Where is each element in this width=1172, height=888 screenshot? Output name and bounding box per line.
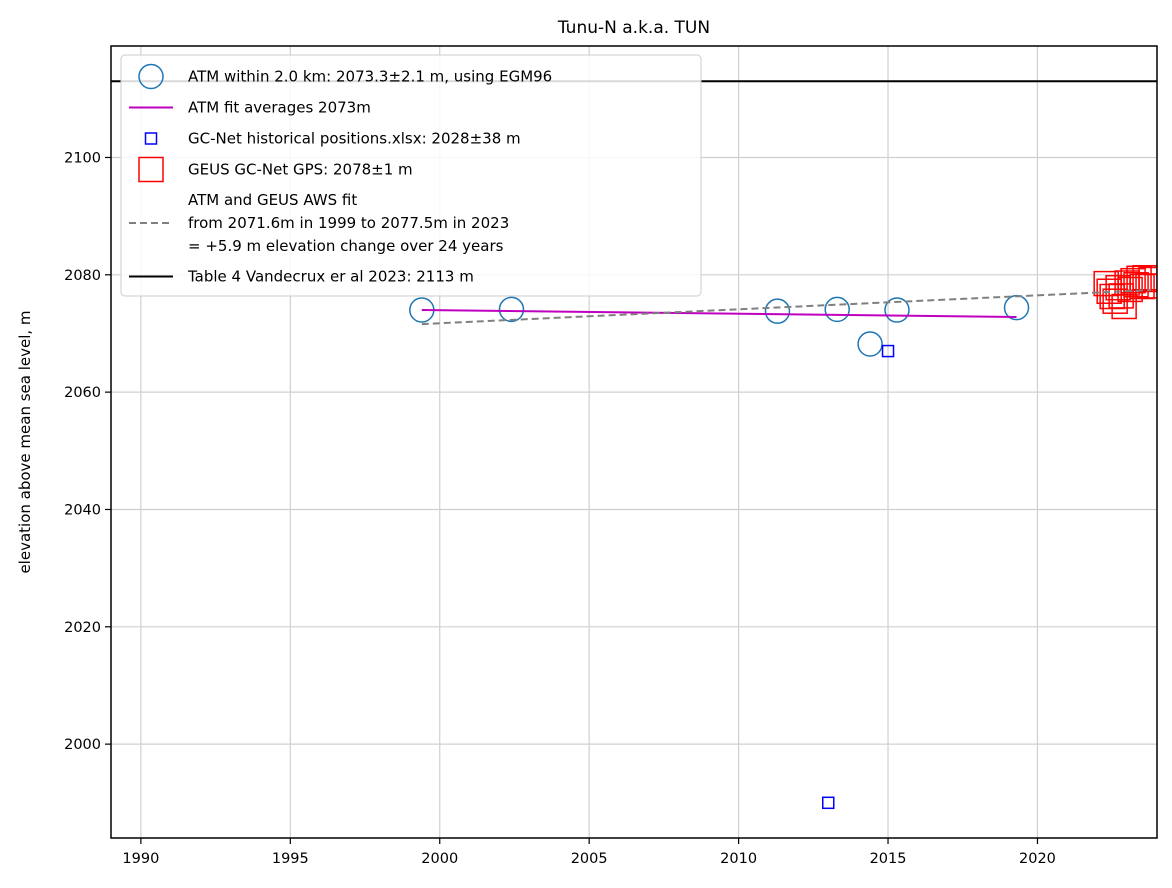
series-1 (421, 309, 1017, 319)
legend-label: GEUS GC-Net GPS: 2078±1 m (188, 161, 413, 179)
legend-swatch (138, 63, 164, 90)
y-tick-label: 2060 (64, 385, 101, 401)
legend-item: Table 4 Vandecrux er al 2023: 2113 m (129, 268, 474, 286)
fit-line (421, 309, 1017, 319)
x-tick-label: 2015 (870, 851, 907, 867)
plot-frame (110, 45, 1158, 839)
x-tick-label: 2020 (1019, 851, 1056, 867)
legend-item: ATM within 2.0 km: 2073.3±2.1 m, using E… (138, 63, 552, 90)
data-point (824, 296, 850, 323)
data-point (498, 296, 525, 323)
legend-label: ATM within 2.0 km: 2073.3±2.1 m, using E… (188, 68, 552, 86)
chart-title: Tunu-N a.k.a. TUN (557, 18, 710, 38)
legend-item: GEUS GC-Net GPS: 2078±1 m (138, 156, 413, 183)
legend-label: = +5.9 m elevation change over 24 years (188, 237, 504, 255)
x-tick-label: 2005 (571, 851, 608, 867)
series-4 (421, 289, 1152, 326)
legend-item: ATM fit averages 2073m (129, 99, 371, 117)
data-point (1132, 264, 1157, 291)
x-tick-label: 2000 (421, 851, 458, 867)
series-3 (1093, 264, 1157, 320)
data-point (764, 298, 791, 324)
data-point (1138, 266, 1157, 293)
legend-item: GC-Net historical positions.xlsx: 2028±3… (144, 130, 521, 148)
legend-box (120, 54, 702, 297)
legend-label: ATM and GEUS AWS fit (188, 191, 357, 209)
legend-label: Table 4 Vandecrux er al 2023: 2113 m (187, 268, 474, 286)
legend-swatch (138, 156, 164, 183)
data-point (857, 331, 883, 357)
legend-swatch (144, 132, 158, 145)
axis-ticks: 1990 1995 2000 2005 2010 2015 2020 2000 2020 2040… (64, 150, 1056, 867)
x-tick-label: 2010 (720, 851, 757, 867)
y-tick-label: 2080 (64, 268, 101, 284)
data-point (1135, 273, 1157, 299)
legend: ATM within 2.0 km: 2073.3±2.1 m, using E… (120, 54, 702, 297)
data-point (822, 796, 835, 810)
legend-label: GC-Net historical positions.xlsx: 2028±3… (188, 130, 521, 148)
legend-label: from 2071.6m in 1999 to 2077.5m in 2023 (188, 214, 509, 232)
series-0 (409, 294, 1030, 357)
x-tick-label: 1990 (122, 851, 159, 867)
y-tick-label: 2020 (64, 620, 101, 636)
y-tick-label: 2100 (64, 150, 101, 166)
legend-label: ATM fit averages 2073m (188, 99, 371, 117)
y-axis-label: elevation above mean sea level, m (16, 310, 34, 573)
data-point (884, 297, 910, 323)
legend-item: ATM and GEUS AWS fit from 2071.6m in 1999… (129, 191, 509, 255)
series-2 (822, 344, 895, 810)
y-tick-label: 2040 (64, 502, 101, 518)
data-point (881, 344, 895, 358)
fit-line (421, 289, 1152, 326)
y-tick-label: 2000 (64, 737, 101, 753)
x-tick-label: 1995 (272, 851, 309, 867)
